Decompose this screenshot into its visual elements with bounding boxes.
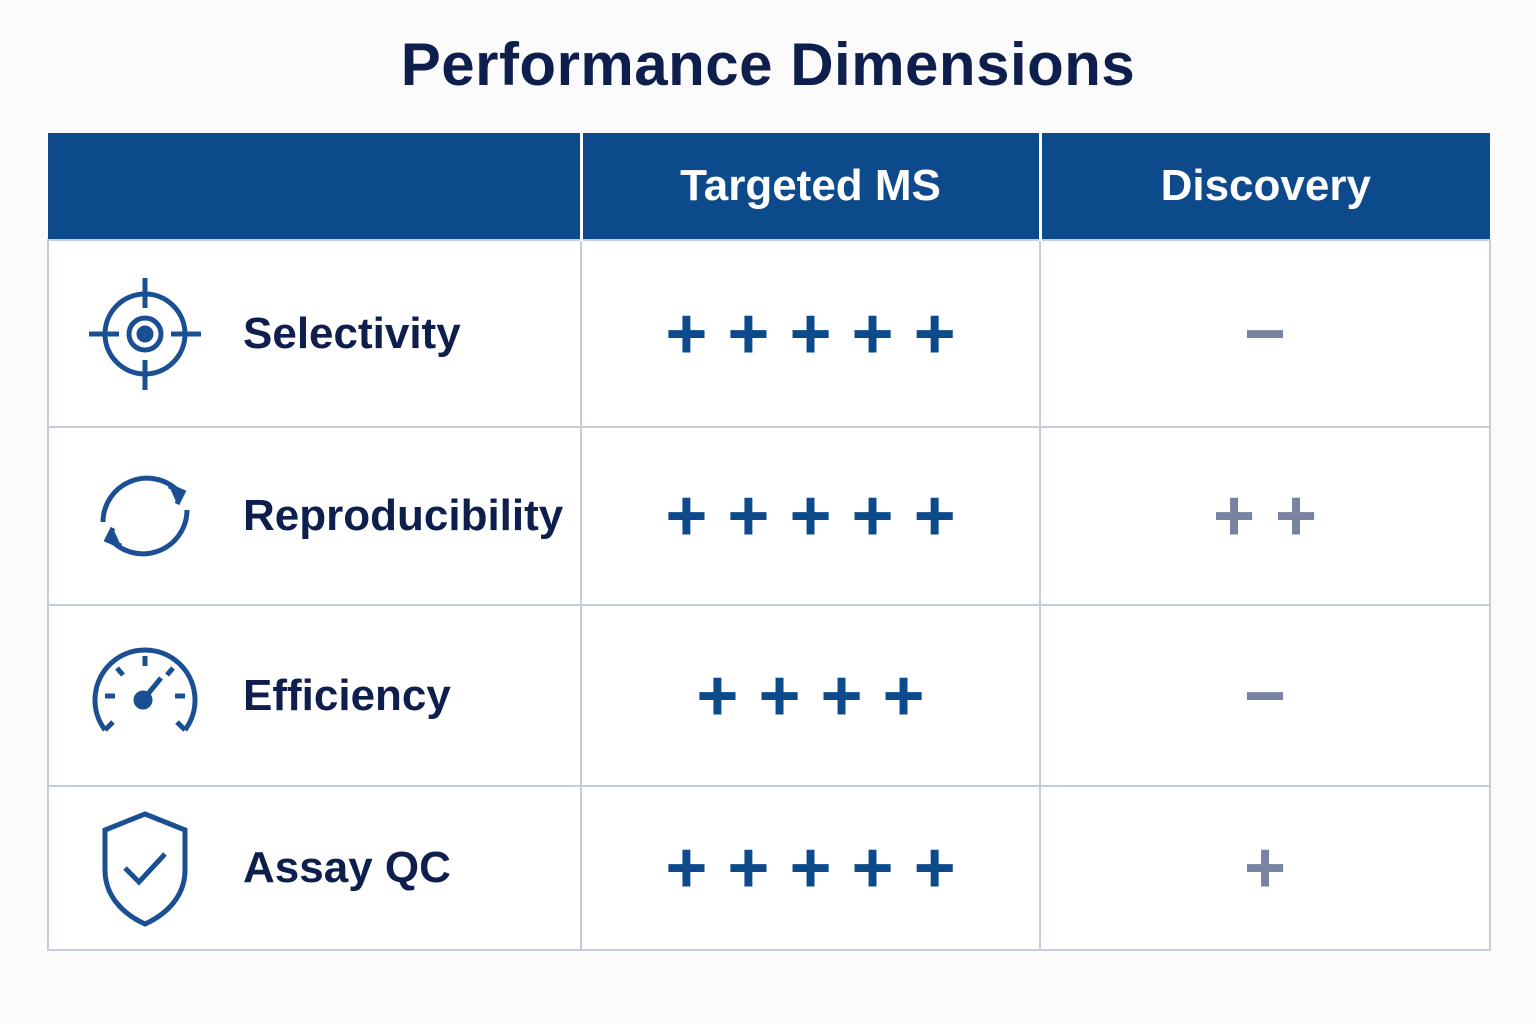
dimension-label: Efficiency [243, 670, 451, 720]
header-cell [48, 133, 581, 240]
dimension-label: Selectivity [243, 308, 461, 358]
label-cell: Efficiency [47, 604, 582, 787]
rating: + [1243, 828, 1307, 908]
label-cell: Reproducibility [47, 426, 582, 606]
cell: +++++ [580, 239, 1041, 428]
dimension-label: Assay QC [243, 843, 451, 892]
title: Performance Dimensions [400, 31, 1136, 98]
label-cell: Assay QC [47, 785, 582, 951]
label-cell: Selectivity [47, 239, 582, 428]
header-row: Targeted MS Discovery [48, 133, 1490, 240]
row: Efficiency ++++ − [47, 604, 1491, 787]
rating: +++++ [665, 476, 976, 556]
header-cell: Targeted MS [579, 133, 1040, 240]
rating: ++ [1212, 476, 1338, 556]
gauge-icon [92, 647, 198, 732]
shield-icon [102, 811, 188, 927]
cell: ++++ [580, 604, 1041, 787]
cell: + [1039, 785, 1491, 951]
rating: +++++ [665, 293, 976, 374]
row: Selectivity +++++ − [47, 239, 1491, 428]
rating: − [1243, 293, 1307, 374]
target-icon [89, 277, 201, 390]
rating: +++++ [665, 828, 976, 908]
cell: +++++ [580, 426, 1041, 606]
rating: − [1243, 655, 1307, 736]
cell: +++++ [580, 785, 1041, 951]
header-cell: Discovery [1038, 133, 1490, 240]
comparison-table: Targeted MS Discovery Selectivity +++++ … [47, 133, 1491, 951]
cycle-icon [100, 475, 190, 557]
cell: − [1039, 239, 1491, 428]
dimension-label: Reproducibility [243, 491, 564, 540]
cell: − [1039, 604, 1491, 787]
row: Reproducibility +++++ ++ [47, 426, 1491, 606]
rating: ++++ [696, 655, 945, 736]
row: Assay QC +++++ + [47, 785, 1491, 951]
cell: ++ [1039, 426, 1491, 606]
